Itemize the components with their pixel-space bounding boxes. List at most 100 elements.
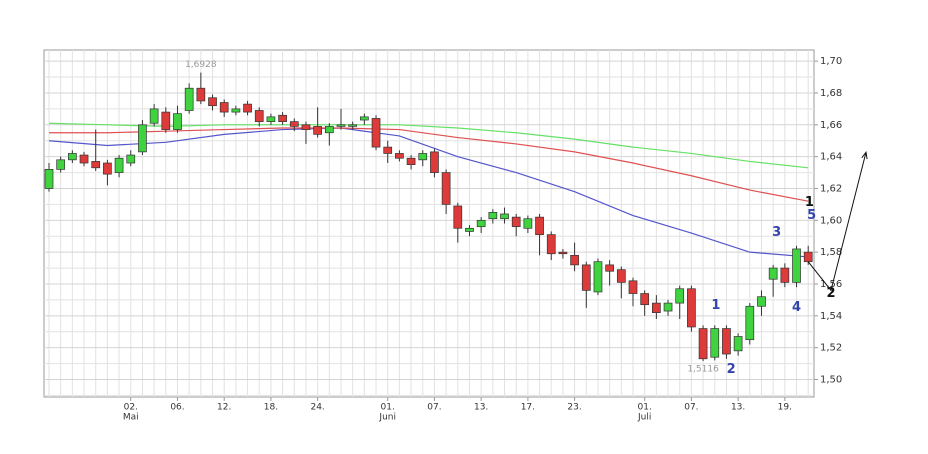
candle-body [91,161,101,169]
candle-body [68,153,77,161]
candle-body [44,169,54,189]
candle-body [254,110,264,122]
y-tick-label: 1,70 [820,56,842,67]
x-tick-label: 02. [124,403,138,413]
candle-body [523,218,533,229]
candle-body [103,162,112,175]
y-tick-label: 1,50 [820,374,842,385]
candle-body [710,328,720,358]
candle-body [56,159,66,170]
month-label: Mai [123,413,139,423]
x-tick-label: 01. [381,403,395,413]
wave-label: 3 [772,225,781,240]
candle-body [208,97,217,107]
y-tick-label: 1,58 [820,247,842,258]
candle-body [383,146,393,154]
moving-average [49,127,809,202]
y-tick-label: 1,60 [820,215,842,226]
wave-label: 2 [826,286,835,301]
candle-body [745,305,755,341]
candle-body [371,118,381,148]
candle-body [535,216,544,235]
candle-body [558,251,568,255]
candle-body [616,269,626,283]
candle-body [453,205,463,229]
candle-body [768,267,778,280]
candle-body [675,288,685,304]
wave-label: 2 [727,362,736,377]
x-tick-label: 23. [567,403,581,413]
candle-body [219,102,229,113]
candle-body [114,157,124,173]
candle-body [663,302,673,312]
candle-body [406,157,416,165]
candle-body [289,121,299,127]
x-tick-label: 07. [684,403,698,413]
candle-body [780,267,790,283]
month-label: Juli [637,413,651,423]
candle-body [418,153,428,161]
candle-body [161,111,171,130]
candle-body [640,293,650,306]
candle-body [430,151,439,173]
candle-body [488,212,498,220]
plot-area [43,49,815,398]
candle-body [652,302,661,313]
candle-body [348,124,358,127]
x-tick-label: 01. [638,403,652,413]
arrow-head [861,150,868,160]
x-tick-label: 24. [310,403,324,413]
candle-body [511,216,521,228]
candle-body [757,296,766,307]
candle-body [336,124,346,127]
x-tick-label: 13. [731,403,745,413]
candle-body [278,114,287,122]
extreme-label: 1,5116 [687,365,719,375]
candle-body [79,154,89,164]
x-tick-label: 18. [264,403,278,413]
x-tick-label: 12. [217,403,231,413]
candle-body [722,328,731,355]
candle-body [441,172,451,205]
x-tick-label: 19. [778,403,792,413]
candle-body [570,254,579,266]
candle-body [546,234,556,255]
y-tick-label: 1,68 [820,88,842,99]
candle-body [476,219,486,228]
wave-label: 4 [792,300,801,315]
candle-body [628,280,638,294]
extreme-label: 1,6928 [185,60,217,70]
wave-label: 1 [711,298,720,313]
candle-body [231,108,241,113]
candle-body [149,108,159,124]
candle-body [173,113,182,130]
candle-body [301,124,311,130]
y-tick-label: 1,64 [820,152,842,163]
candle-body [605,264,614,272]
wave-label: 5 [807,208,816,223]
y-tick-label: 1,56 [820,279,842,290]
candle-body [792,248,801,283]
candle-body [687,288,696,328]
candle-body [243,103,252,113]
candle-body [126,154,136,164]
candle-body [360,116,369,121]
candle-body [395,153,404,159]
projection-line [807,152,867,292]
y-tick-label: 1,52 [820,343,842,354]
x-tick-label: 06. [170,403,184,413]
candle-body [196,87,206,102]
candle-body [465,227,474,232]
moving-average [48,127,809,258]
candle-body [581,264,591,291]
y-tick-label: 1,66 [820,120,842,131]
candle-body [500,213,509,220]
candle-body [324,126,334,134]
candle-body [733,336,743,352]
x-tick-label: 13. [474,403,488,413]
candle-body [698,328,708,360]
y-tick-label: 1,54 [820,311,842,322]
x-tick-label: 17. [521,403,535,413]
